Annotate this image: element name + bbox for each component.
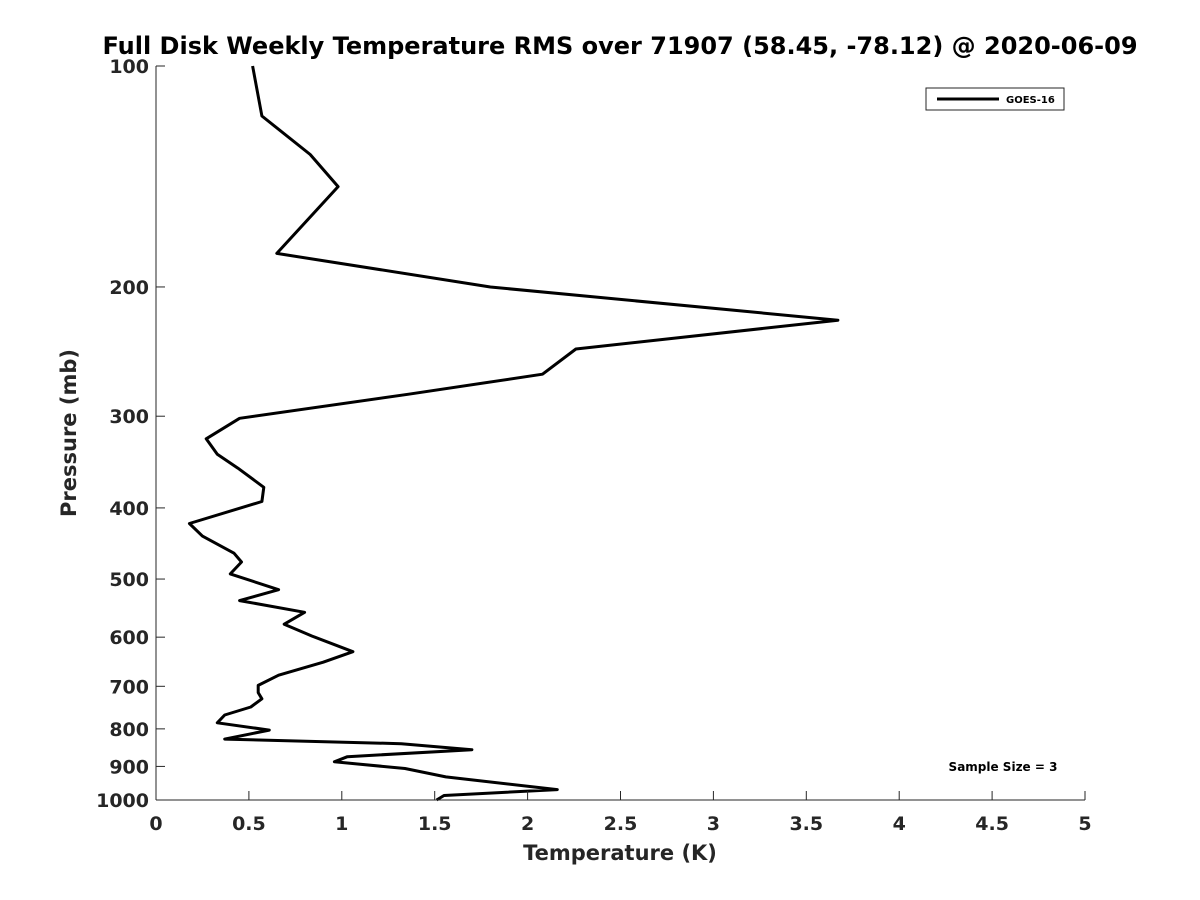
x-tick-label: 3 — [707, 813, 720, 835]
y-tick-label: 100 — [109, 56, 149, 78]
y-tick-label: 800 — [109, 719, 149, 741]
x-tick-label: 3.5 — [789, 813, 823, 835]
x-tick-label: 1 — [335, 813, 348, 835]
x-tick-label: 2 — [521, 813, 534, 835]
x-tick-label: 2.5 — [604, 813, 638, 835]
y-tick-label: 300 — [109, 406, 149, 428]
x-tick-label: 0 — [149, 813, 162, 835]
y-tick-label: 1000 — [96, 790, 149, 812]
y-axis-label: Pressure (mb) — [57, 349, 81, 517]
legend: GOES-16 — [925, 87, 1065, 111]
sample-size-annotation: Sample Size = 3 — [949, 760, 1058, 774]
x-tick-label: 4.5 — [975, 813, 1009, 835]
y-tick-label: 500 — [109, 569, 149, 591]
y-tick-label: 900 — [109, 756, 149, 778]
x-axis-label: Temperature (K) — [523, 841, 717, 865]
series-line-goes-16 — [187, 65, 840, 802]
plot-area: 0 0.5 1 1.5 2 2.5 3 3.5 4 4.5 5 100 200 300 400 500 600… — [96, 56, 1092, 835]
y-tick-label: 200 — [109, 277, 149, 299]
y-tick-label: 600 — [109, 627, 149, 649]
x-tick-label: 4 — [893, 813, 906, 835]
y-axis-ticks: 100 200 300 400 500 600 700 800 900 1000 — [96, 56, 165, 812]
legend-label-goes-16: GOES-16 — [1006, 95, 1055, 106]
x-tick-label: 1.5 — [418, 813, 452, 835]
x-axis-ticks: 0 0.5 1 1.5 2 2.5 3 3.5 4 4.5 5 — [149, 791, 1092, 835]
chart-title: Full Disk Weekly Temperature RMS over 71… — [102, 32, 1137, 60]
y-tick-label: 700 — [109, 676, 149, 698]
x-tick-label: 0.5 — [232, 813, 266, 835]
x-tick-label: 5 — [1078, 813, 1091, 835]
y-tick-label: 400 — [109, 498, 149, 520]
